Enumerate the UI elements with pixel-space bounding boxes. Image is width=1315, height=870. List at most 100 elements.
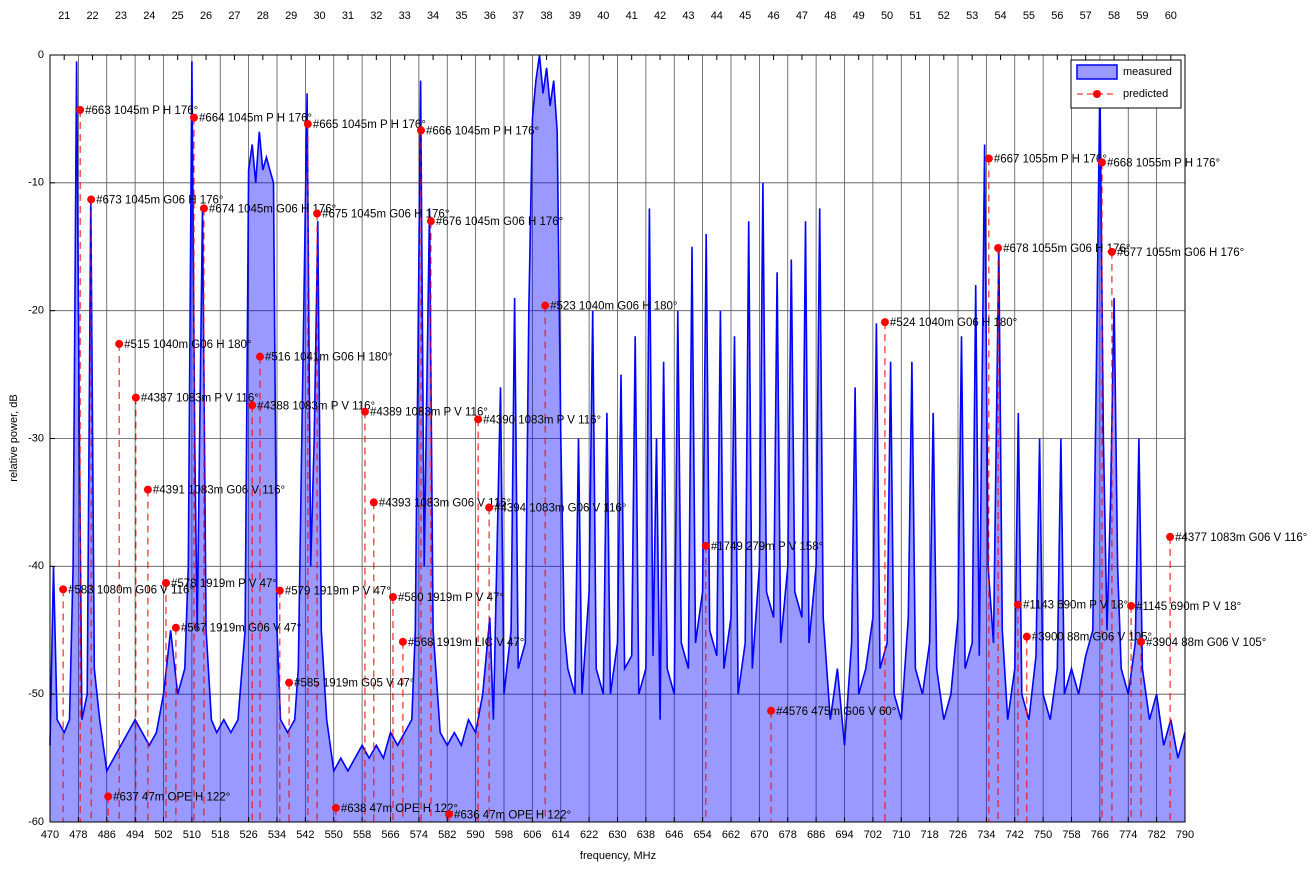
predicted-point — [426, 217, 435, 226]
predicted-point — [701, 541, 710, 550]
point-label: #580 1919m P V 47° — [398, 592, 504, 604]
x-tick-label: 486 — [98, 829, 116, 841]
point-label: #674 1045m G06 H 176° — [209, 203, 336, 215]
channel-label: 54 — [994, 10, 1006, 22]
x-tick-label: 734 — [977, 829, 995, 841]
x-tick-label: 638 — [637, 829, 655, 841]
channel-label: 43 — [682, 10, 694, 22]
x-tick-label: 590 — [466, 829, 484, 841]
predicted-point — [143, 485, 152, 494]
predicted-point — [1107, 247, 1116, 256]
point-label: #1143 690m P V 18° — [1023, 600, 1128, 612]
legend-swatch — [1076, 64, 1118, 80]
channel-label: 21 — [58, 10, 70, 22]
channel-label: 22 — [86, 10, 98, 22]
point-label: #516 1041m G06 H 180° — [265, 352, 392, 364]
predicted-point — [131, 393, 140, 402]
predicted-point — [398, 637, 407, 646]
channel-label: 57 — [1080, 10, 1092, 22]
predicted-point — [76, 105, 85, 114]
x-tick-label: 494 — [126, 829, 144, 841]
predicted-point — [474, 415, 483, 424]
point-label: #578 1919m P V 47° — [171, 578, 277, 590]
point-label: #515 1040m G06 H 180° — [124, 339, 251, 351]
point-label: #4391 1083m G06 V 116° — [153, 485, 285, 497]
channel-label: 39 — [569, 10, 581, 22]
channel-label: 56 — [1051, 10, 1063, 22]
x-tick-label: 550 — [325, 829, 343, 841]
point-label: #678 1055m G06 H 176° — [1003, 243, 1130, 255]
point-label: #665 1045m P H 176° — [313, 119, 426, 131]
predicted-point — [1137, 637, 1146, 646]
y-axis-label: relative power, dB — [8, 394, 20, 481]
point-label: #523 1040m G06 H 180° — [550, 301, 677, 313]
measured-line — [49, 54, 1186, 774]
channel-label: 60 — [1165, 10, 1177, 22]
predicted-point — [285, 678, 294, 687]
predicted-point — [360, 407, 369, 416]
point-label: #667 1055m P H 176° — [994, 154, 1107, 166]
channel-label: 24 — [143, 10, 155, 22]
predicted-point — [255, 352, 264, 361]
x-tick-label: 742 — [1006, 829, 1024, 841]
y-tick-label: -20 — [28, 305, 44, 317]
predicted-point — [104, 792, 113, 801]
x-tick-label: 502 — [154, 829, 172, 841]
channel-label: 47 — [796, 10, 808, 22]
x-tick-label: 526 — [239, 829, 257, 841]
channel-label: 25 — [172, 10, 184, 22]
x-tick-label: 766 — [1091, 829, 1109, 841]
point-label: #579 1919m P V 47° — [285, 586, 391, 598]
x-tick-label: 518 — [211, 829, 229, 841]
predicted-point — [485, 503, 494, 512]
channel-label: 49 — [853, 10, 865, 22]
predicted-point — [388, 593, 397, 602]
x-tick-label: 558 — [353, 829, 371, 841]
x-tick-label: 662 — [722, 829, 740, 841]
x-tick-label: 606 — [523, 829, 541, 841]
x-tick-label: 614 — [552, 829, 570, 841]
point-label: #666 1045m P H 176° — [426, 125, 539, 137]
channel-label: 55 — [1023, 10, 1035, 22]
legend-label: measured — [1123, 66, 1172, 78]
channel-label: 44 — [711, 10, 723, 22]
x-tick-label: 710 — [892, 829, 910, 841]
x-tick-label: 470 — [41, 829, 59, 841]
y-tick-label: -60 — [28, 816, 44, 828]
x-tick-label: 622 — [580, 829, 598, 841]
predicted-point — [190, 113, 199, 122]
predicted-point — [171, 623, 180, 632]
point-label: #636 47m OPE H 122° — [454, 809, 571, 821]
predicted-point — [767, 706, 776, 715]
predicted-point — [161, 578, 170, 587]
point-label: #4390 1083m P V 116° — [483, 414, 601, 426]
predicted-point — [87, 195, 96, 204]
point-label: #664 1045m P H 176° — [199, 113, 312, 125]
point-label: #668 1055m P H 176° — [1107, 157, 1220, 169]
predicted-point — [369, 498, 378, 507]
channel-label: 27 — [228, 10, 240, 22]
channel-label: 58 — [1108, 10, 1120, 22]
predicted-point — [199, 204, 208, 213]
point-label: #637 47m OPE H 122° — [113, 791, 230, 803]
x-tick-label: 630 — [608, 829, 626, 841]
x-tick-label: 534 — [268, 829, 286, 841]
channel-label: 29 — [285, 10, 297, 22]
point-label: #673 1045m G06 H 176° — [96, 194, 223, 206]
point-label: #4576 475m G06 V 60° — [776, 706, 896, 718]
point-label: #676 1045m G06 H 176° — [436, 216, 563, 228]
y-tick-label: 0 — [38, 49, 44, 61]
point-label: #524 1040m G06 H 180° — [890, 317, 1017, 329]
channel-label: 46 — [767, 10, 779, 22]
point-label: #4393 1083m G06 V 116° — [379, 497, 511, 509]
x-tick-label: 478 — [69, 829, 87, 841]
x-tick-label: 542 — [296, 829, 314, 841]
point-label: #677 1055m G06 H 176° — [1117, 247, 1244, 259]
annotations: #663 1045m P H 176°#664 1045m P H 176°#6… — [59, 105, 1307, 821]
point-label: #4388 1083m P V 116° — [257, 400, 375, 412]
y-tick-label: -10 — [28, 177, 44, 189]
legend-marker — [1093, 90, 1101, 98]
predicted-point — [115, 339, 124, 348]
y-tick-label: -30 — [28, 432, 44, 444]
